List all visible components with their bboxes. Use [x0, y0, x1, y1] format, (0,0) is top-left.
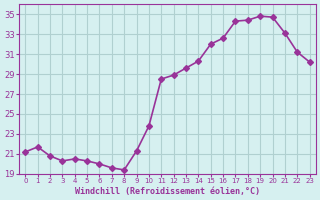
X-axis label: Windchill (Refroidissement éolien,°C): Windchill (Refroidissement éolien,°C) — [75, 187, 260, 196]
